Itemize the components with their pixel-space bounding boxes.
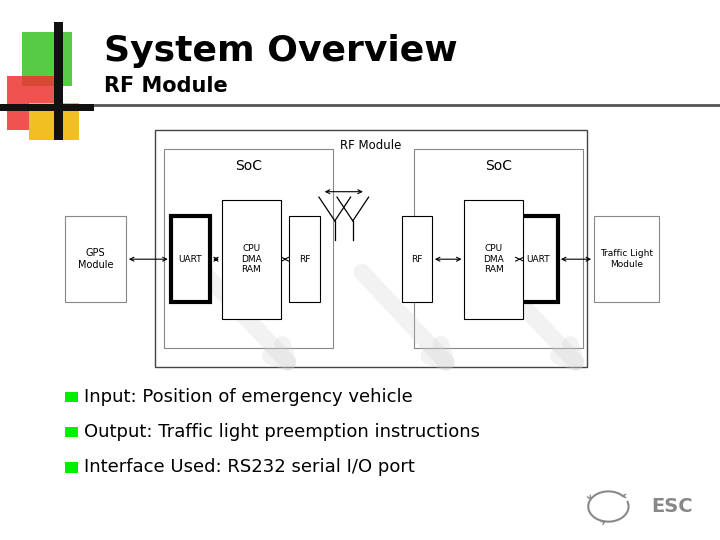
Bar	[594, 216, 659, 302]
Text: UART: UART	[179, 255, 202, 264]
Bar	[164, 148, 333, 348]
Text: CPU
DMA
RAM: CPU DMA RAM	[241, 244, 261, 274]
Text: GPS
Module: GPS Module	[78, 248, 113, 270]
Text: SoC: SoC	[235, 159, 262, 173]
Text: System Overview: System Overview	[104, 35, 458, 68]
Bar	[7, 76, 58, 130]
Bar	[29, 103, 79, 140]
Bar	[54, 22, 63, 140]
Bar	[464, 200, 523, 319]
Bar	[289, 216, 320, 302]
Text: Interface Used: RS232 serial I/O port: Interface Used: RS232 serial I/O port	[84, 458, 415, 476]
Text: RF Module: RF Module	[340, 139, 402, 152]
Bar	[65, 427, 78, 437]
Bar	[171, 216, 210, 302]
Text: SoC: SoC	[485, 159, 512, 173]
Bar	[155, 130, 587, 367]
Text: Traffic Light
Module: Traffic Light Module	[600, 249, 653, 269]
Text: Output: Traffic light preemption instructions: Output: Traffic light preemption instruc…	[84, 423, 480, 441]
Bar	[65, 216, 126, 302]
Text: UART: UART	[526, 255, 550, 264]
Bar	[518, 216, 558, 302]
Text: ESC: ESC	[652, 497, 693, 516]
Bar	[222, 200, 281, 319]
Text: CPU
DMA
RAM: CPU DMA RAM	[484, 244, 504, 274]
Text: Input: Position of emergency vehicle: Input: Position of emergency vehicle	[84, 388, 413, 406]
Bar	[402, 216, 432, 302]
Text: RF: RF	[299, 255, 310, 264]
Text: RF: RF	[411, 255, 423, 264]
Bar	[0, 104, 94, 111]
Bar	[22, 32, 72, 86]
Text: RF Module: RF Module	[104, 76, 228, 97]
Bar	[65, 462, 78, 472]
Bar	[414, 148, 583, 348]
Bar	[65, 392, 78, 402]
